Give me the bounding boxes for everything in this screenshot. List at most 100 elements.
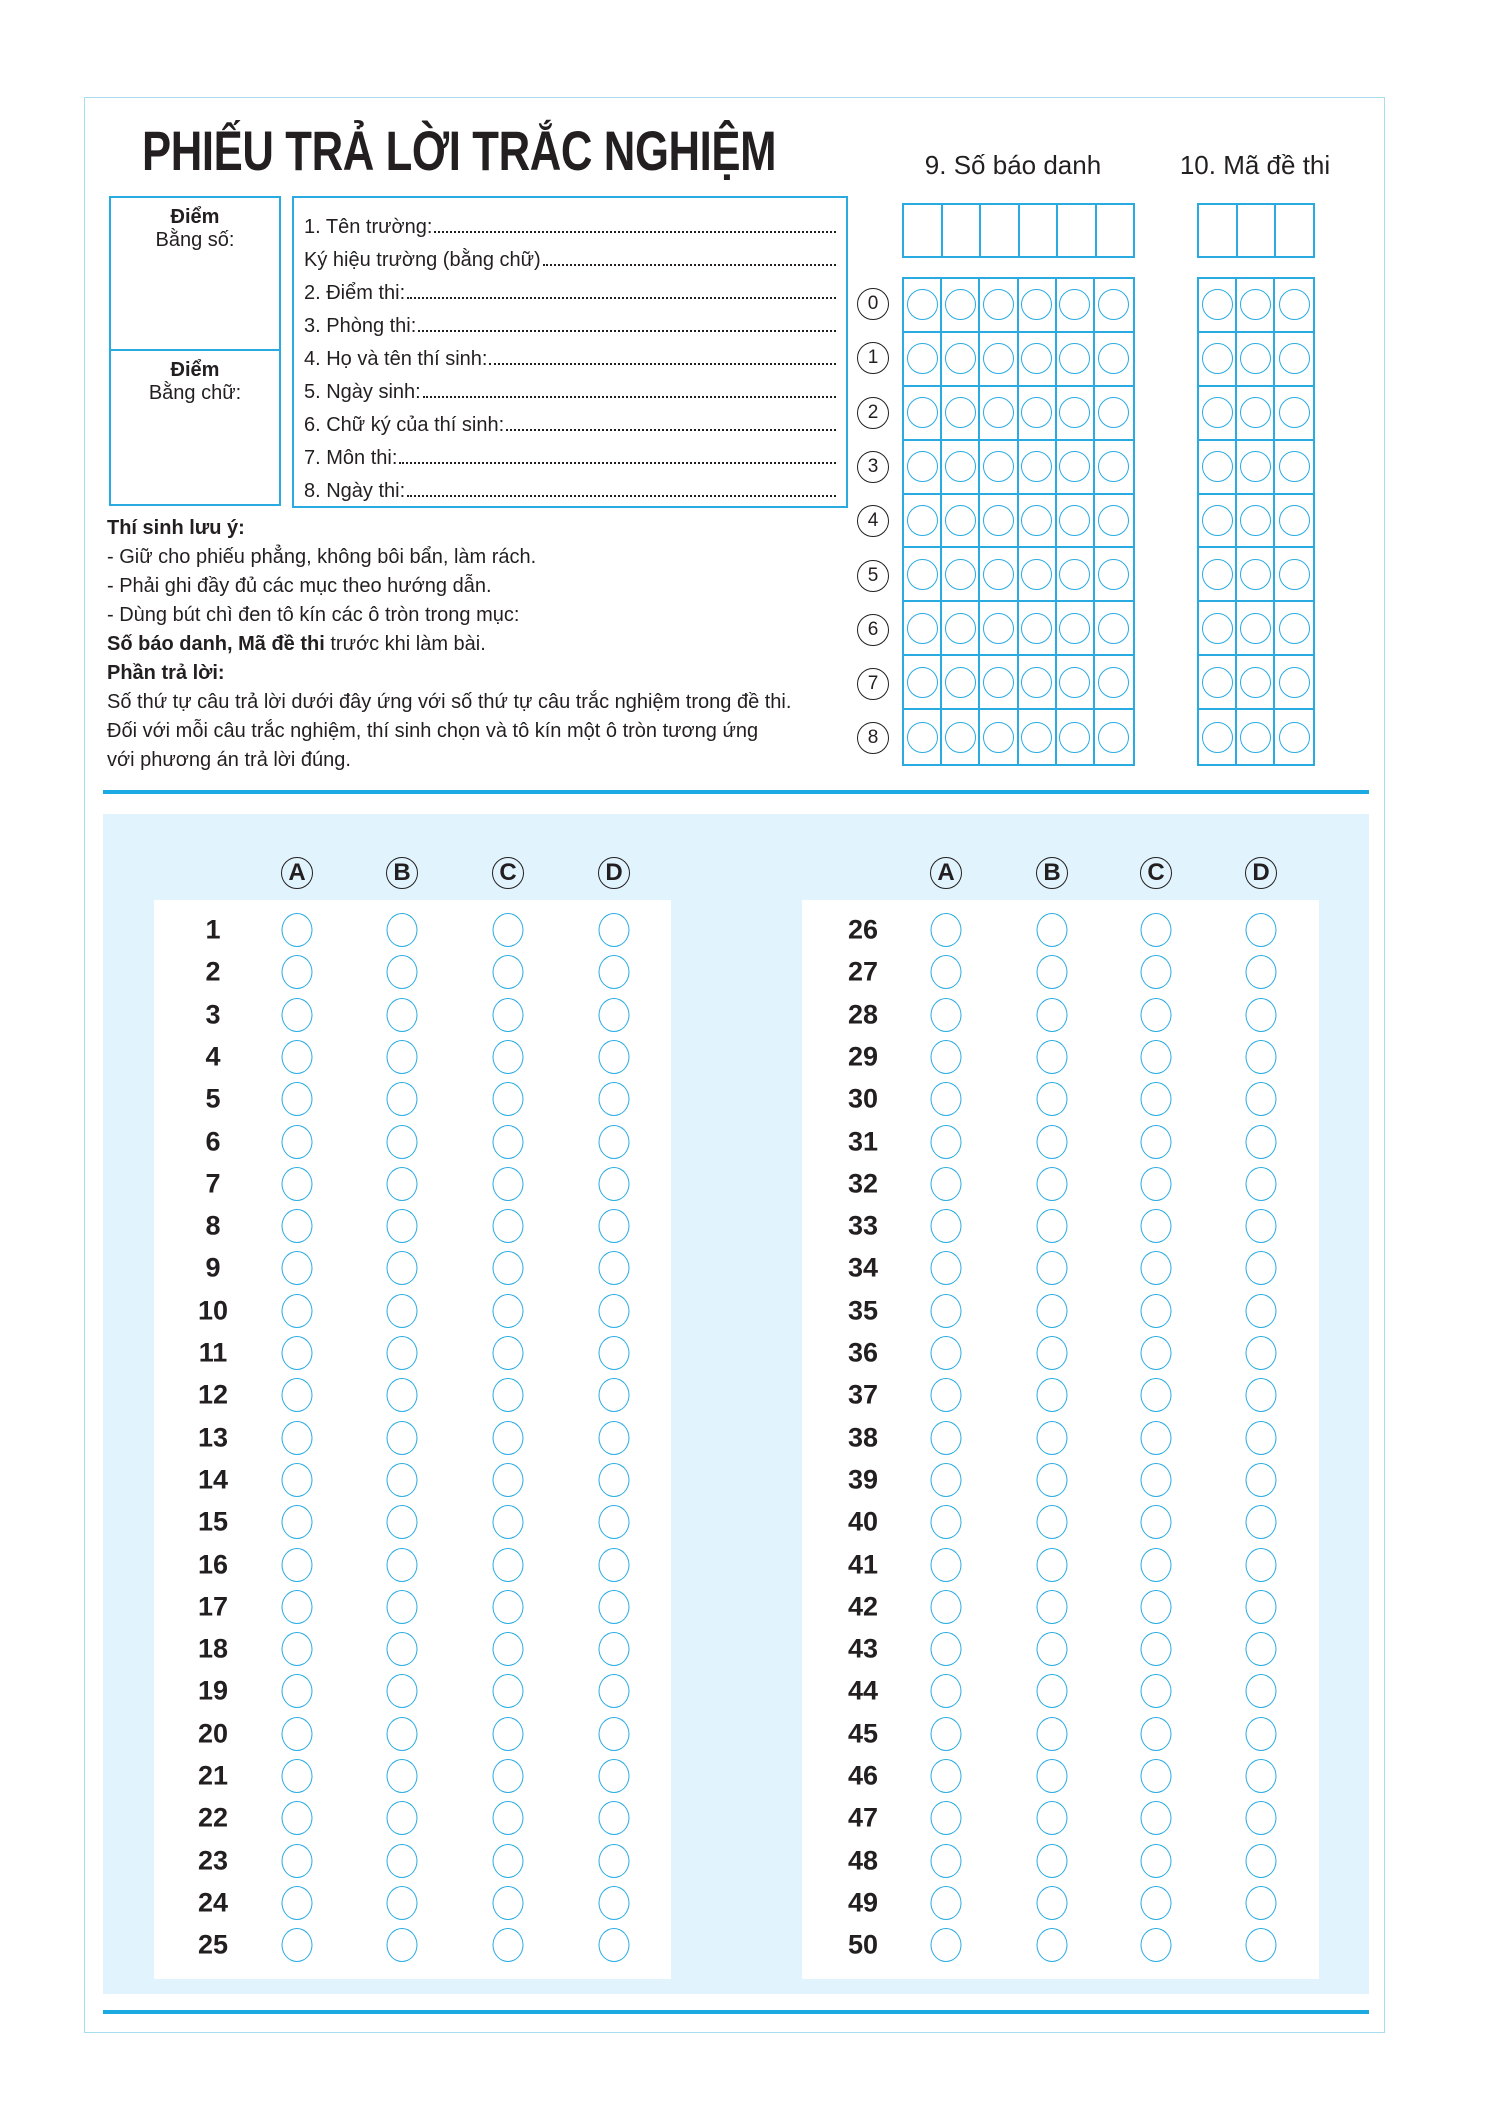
answer-bubble-a[interactable] — [930, 1420, 962, 1455]
answer-bubble-b[interactable] — [1036, 1209, 1068, 1244]
digit-write-box[interactable] — [1199, 205, 1238, 256]
answer-bubble-c[interactable] — [492, 1251, 524, 1286]
answer-bubble-a[interactable] — [930, 1251, 962, 1286]
answer-bubble-a[interactable] — [930, 955, 962, 990]
answer-bubble-c[interactable] — [492, 1082, 524, 1117]
digit-write-box[interactable] — [1097, 205, 1134, 256]
answer-bubble-a[interactable] — [930, 1209, 962, 1244]
answer-bubble-a[interactable] — [930, 1124, 962, 1159]
digit-write-box[interactable] — [1020, 205, 1058, 256]
answer-bubble-a[interactable] — [281, 1039, 313, 1074]
answer-bubble-c[interactable] — [1140, 1505, 1172, 1540]
answer-bubble-c[interactable] — [1140, 1928, 1172, 1963]
info-field-line[interactable] — [542, 264, 836, 266]
answer-bubble-d[interactable] — [1245, 1674, 1277, 1709]
info-field[interactable]: 5. Ngày sinh: — [304, 371, 836, 404]
answer-bubble-a[interactable] — [281, 1462, 313, 1497]
digit-bubble[interactable] — [1059, 504, 1091, 536]
info-field-line[interactable] — [434, 231, 836, 233]
score-words[interactable]: Điểm Bằng chữ: — [111, 351, 279, 504]
answer-bubble-c[interactable] — [1140, 1801, 1172, 1836]
answer-bubble-d[interactable] — [598, 1251, 630, 1286]
answer-bubble-a[interactable] — [930, 1885, 962, 1920]
answer-bubble-c[interactable] — [492, 1420, 524, 1455]
digit-bubble[interactable] — [1021, 397, 1053, 429]
digit-bubble[interactable] — [1239, 397, 1271, 429]
answer-bubble-a[interactable] — [281, 1293, 313, 1328]
answer-bubble-d[interactable] — [1245, 1759, 1277, 1793]
answer-bubble-b[interactable] — [1036, 955, 1068, 990]
digit-write-box[interactable] — [904, 205, 943, 256]
answer-bubble-d[interactable] — [598, 955, 630, 990]
digit-bubble[interactable] — [1278, 289, 1310, 321]
digit-bubble[interactable] — [982, 666, 1014, 698]
answer-bubble-b[interactable] — [386, 1801, 418, 1836]
answer-bubble-b[interactable] — [1036, 1293, 1068, 1328]
digit-bubble[interactable] — [906, 504, 938, 536]
digit-bubble[interactable] — [1059, 451, 1091, 483]
digit-bubble[interactable] — [1021, 721, 1053, 753]
digit-bubble[interactable] — [1021, 666, 1053, 698]
answer-bubble-c[interactable] — [492, 1462, 524, 1497]
answer-bubble-b[interactable] — [1036, 1928, 1068, 1963]
answer-bubble-b[interactable] — [386, 1378, 418, 1413]
answer-bubble-b[interactable] — [386, 1885, 418, 1920]
answer-bubble-b[interactable] — [1036, 1462, 1068, 1497]
answer-bubble-d[interactable] — [598, 1462, 630, 1497]
answer-bubble-d[interactable] — [1245, 1039, 1277, 1074]
answer-bubble-b[interactable] — [386, 1124, 418, 1159]
answer-bubble-d[interactable] — [598, 913, 630, 947]
digit-bubble[interactable] — [944, 558, 976, 590]
answer-bubble-b[interactable] — [386, 1674, 418, 1709]
digit-bubble[interactable] — [906, 289, 938, 321]
digit-bubble[interactable] — [906, 612, 938, 644]
digit-bubble[interactable] — [906, 666, 938, 698]
digit-bubble[interactable] — [982, 504, 1014, 536]
answer-bubble-c[interactable] — [492, 1209, 524, 1244]
info-field[interactable]: 4. Họ và tên thí sinh: — [304, 338, 836, 371]
answer-bubble-b[interactable] — [1036, 1759, 1068, 1793]
answer-bubble-c[interactable] — [492, 1801, 524, 1836]
info-field-line[interactable] — [489, 363, 836, 365]
answer-bubble-c[interactable] — [492, 1885, 524, 1920]
answer-bubble-d[interactable] — [1245, 1462, 1277, 1497]
digit-bubble[interactable] — [1201, 612, 1233, 644]
answer-bubble-a[interactable] — [930, 1674, 962, 1709]
answer-bubble-b[interactable] — [1036, 1124, 1068, 1159]
answer-bubble-d[interactable] — [1245, 1928, 1277, 1963]
answer-bubble-c[interactable] — [1140, 1124, 1172, 1159]
digit-bubble[interactable] — [1098, 451, 1130, 483]
answer-bubble-b[interactable] — [1036, 1336, 1068, 1370]
score-numeric[interactable]: Điểm Bằng số: — [111, 198, 279, 351]
answer-bubble-b[interactable] — [1036, 1589, 1068, 1624]
answer-bubble-c[interactable] — [1140, 1547, 1172, 1582]
answer-bubble-b[interactable] — [386, 1039, 418, 1074]
answer-bubble-a[interactable] — [281, 1885, 313, 1920]
answer-bubble-d[interactable] — [1245, 1420, 1277, 1455]
answer-bubble-c[interactable] — [1140, 1336, 1172, 1370]
answer-bubble-d[interactable] — [1245, 1251, 1277, 1286]
digit-bubble[interactable] — [1021, 451, 1053, 483]
answer-bubble-c[interactable] — [1140, 1378, 1172, 1413]
answer-bubble-c[interactable] — [492, 1336, 524, 1370]
digit-bubble[interactable] — [1059, 558, 1091, 590]
answer-bubble-a[interactable] — [281, 1589, 313, 1624]
answer-bubble-c[interactable] — [492, 1928, 524, 1963]
answer-bubble-c[interactable] — [492, 1759, 524, 1793]
answer-bubble-c[interactable] — [1140, 1462, 1172, 1497]
answer-bubble-d[interactable] — [1245, 997, 1277, 1032]
answer-bubble-b[interactable] — [386, 997, 418, 1032]
answer-bubble-b[interactable] — [1036, 1674, 1068, 1709]
answer-bubble-c[interactable] — [492, 1632, 524, 1667]
answer-bubble-a[interactable] — [281, 1632, 313, 1667]
answer-bubble-d[interactable] — [598, 1166, 630, 1201]
digit-bubble[interactable] — [1201, 558, 1233, 590]
answer-bubble-c[interactable] — [1140, 1759, 1172, 1793]
answer-bubble-a[interactable] — [281, 913, 313, 947]
digit-bubble[interactable] — [982, 397, 1014, 429]
answer-bubble-c[interactable] — [1140, 1716, 1172, 1751]
answer-bubble-c[interactable] — [1140, 997, 1172, 1032]
answer-bubble-d[interactable] — [1245, 1885, 1277, 1920]
answer-bubble-a[interactable] — [930, 1843, 962, 1878]
answer-bubble-d[interactable] — [1245, 1124, 1277, 1159]
